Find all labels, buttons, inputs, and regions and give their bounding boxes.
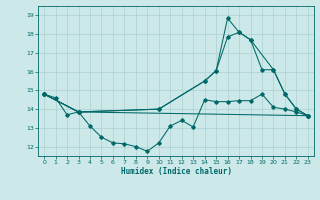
- X-axis label: Humidex (Indice chaleur): Humidex (Indice chaleur): [121, 167, 231, 176]
